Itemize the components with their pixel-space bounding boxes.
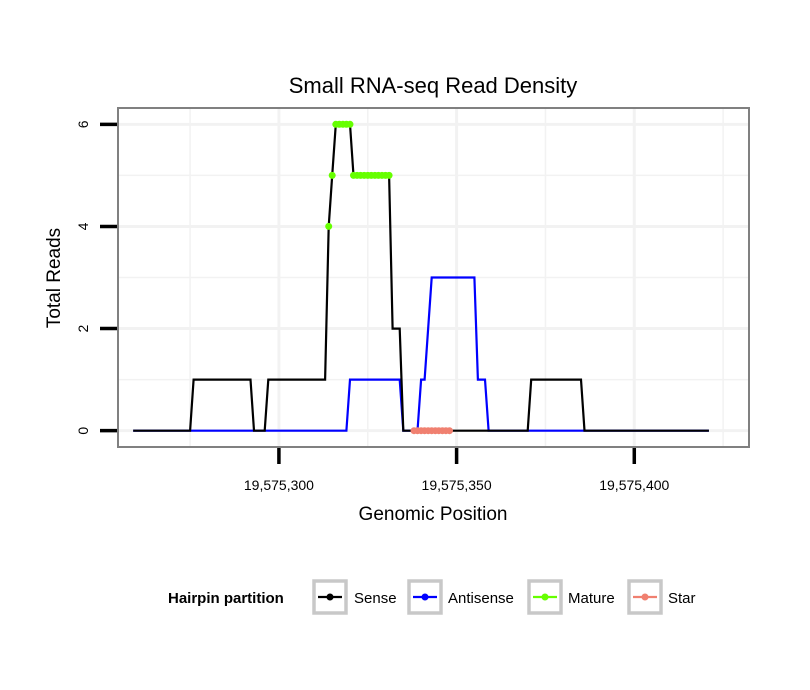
legend-label-star: Star <box>668 590 696 607</box>
y-axis-title: Total Reads <box>44 228 65 328</box>
y-tick-label: 4 <box>75 222 91 230</box>
legend-key-dot <box>541 593 549 601</box>
legend-key-dot <box>641 593 649 601</box>
star-point <box>446 427 453 435</box>
y-tick-label: 0 <box>75 427 91 435</box>
legend-item-mature: Mature <box>527 579 615 615</box>
x-tick-label: 19,575,350 <box>422 477 492 493</box>
legend-label-antisense: Antisense <box>448 590 514 607</box>
y-tick-label: 6 <box>75 120 91 128</box>
y-tick-label: 2 <box>75 324 91 332</box>
legend-label-mature: Mature <box>568 590 615 607</box>
mature-point <box>385 171 393 179</box>
mature-point <box>328 171 336 179</box>
legend-label-sense: Sense <box>354 590 397 607</box>
legend: Hairpin partition Sense Antisense Mature St… <box>168 579 696 615</box>
mature-point <box>346 120 354 128</box>
mature-point <box>325 222 333 230</box>
x-tick-label: 19,575,400 <box>599 477 669 493</box>
series-layer <box>133 120 709 435</box>
legend-key-dot <box>421 593 429 601</box>
legend-key-dot <box>326 593 334 601</box>
axes: 19,575,300 19,575,350 19,575,400 0 2 4 6 <box>75 120 670 493</box>
legend-item-star: Star <box>627 579 696 615</box>
x-axis-title: Genomic Position <box>359 504 508 525</box>
legend-item-sense: Sense <box>312 579 397 615</box>
chart-title: Small RNA-seq Read Density <box>289 73 578 98</box>
legend-item-antisense: Antisense <box>407 579 514 615</box>
x-tick-label: 19,575,300 <box>244 477 314 493</box>
legend-title: Hairpin partition <box>168 590 284 607</box>
antisense-series-line <box>133 276 709 432</box>
